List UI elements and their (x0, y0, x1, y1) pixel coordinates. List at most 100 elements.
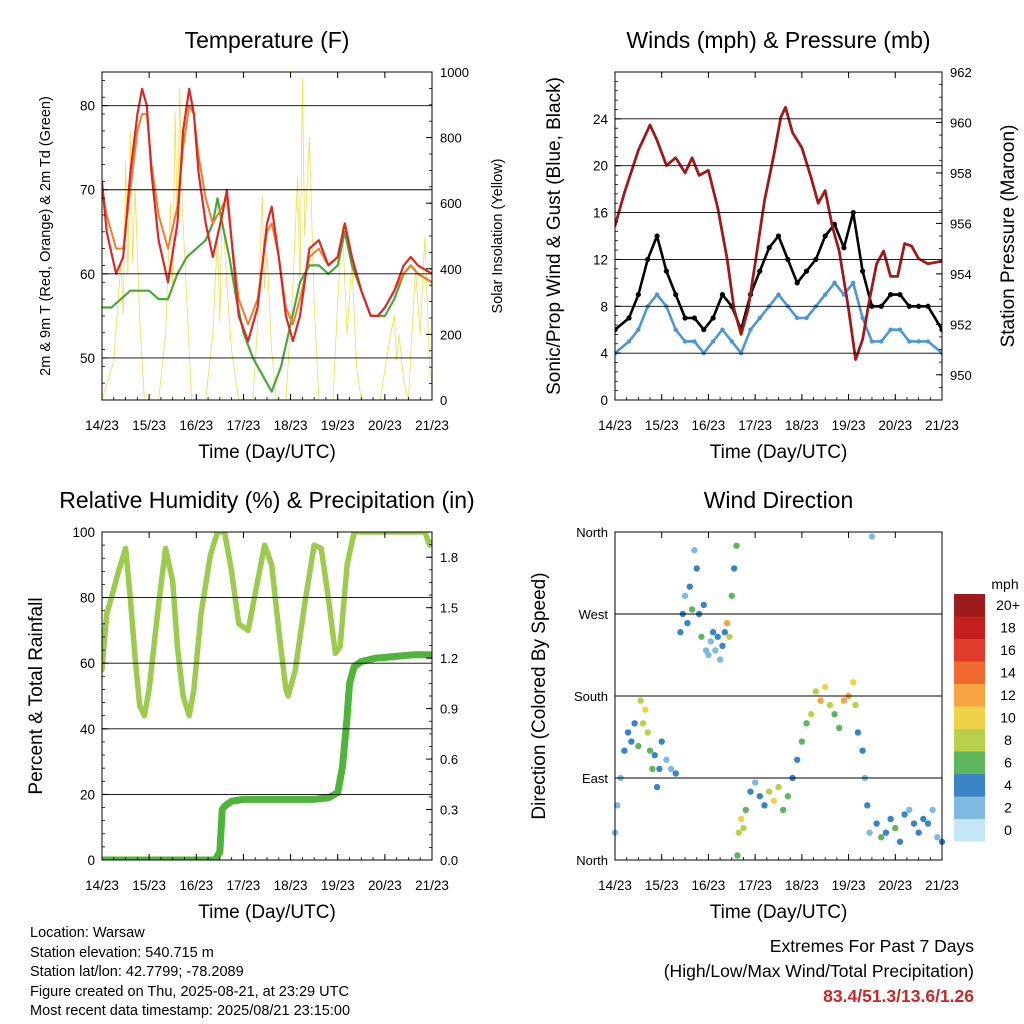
x-tick-label: 21/23 (415, 878, 449, 893)
y2-tick-label: 200 (440, 327, 462, 342)
x-tick-label: 19/23 (321, 878, 355, 893)
direction-point (642, 706, 649, 713)
data-point (897, 291, 903, 298)
data-point (794, 280, 800, 286)
direction-point (868, 533, 876, 540)
direction-point (878, 834, 885, 841)
data-point (757, 268, 763, 274)
y-tick-label: East (582, 771, 608, 786)
x-axis-label: Time (Day/UTC) (198, 902, 336, 923)
direction-point (761, 802, 768, 809)
series-group (102, 78, 432, 400)
direction-point (712, 647, 719, 654)
data-point (841, 245, 847, 251)
direction-point (866, 829, 873, 836)
series-line (102, 532, 432, 719)
data-point (897, 327, 903, 332)
data-point (832, 280, 837, 286)
direction-point (672, 770, 679, 777)
direction-point (803, 720, 810, 727)
x-tick-label: 14/23 (85, 418, 119, 433)
data-point (719, 291, 726, 298)
y-axis-label: 2m & 9m T (Red, Orange) & 2m Td (Green) (38, 96, 54, 376)
data-point (615, 327, 618, 333)
data-point (916, 339, 921, 344)
data-point (701, 327, 707, 333)
x-tick-label: 21/23 (415, 418, 449, 433)
direction-point (850, 679, 857, 686)
x-tick-label: 16/23 (179, 418, 213, 433)
data-point (766, 245, 772, 251)
x-tick-label: 19/23 (321, 418, 355, 433)
direction-point (915, 829, 922, 836)
legend-label: 10 (1000, 710, 1016, 726)
series-line (102, 87, 432, 343)
x-tick-label: 20/23 (368, 418, 402, 433)
data-point (939, 327, 942, 333)
legend-swatch (954, 594, 985, 617)
direction-point (639, 720, 647, 727)
data-point (888, 327, 893, 332)
y-tick-label: 70 (80, 183, 95, 198)
data-point (682, 339, 688, 344)
legend-label: 14 (1000, 665, 1016, 681)
direction-point (726, 633, 733, 640)
direction-point (621, 747, 628, 754)
direction-point (649, 765, 656, 773)
direction-point (929, 806, 936, 814)
data-point (860, 315, 865, 321)
direction-point (714, 633, 721, 640)
y-axis-label: Percent & Total Rainfall (26, 597, 47, 794)
data-point (636, 327, 641, 332)
legend-swatch (954, 819, 985, 842)
direction-point (906, 806, 913, 814)
legend-label: 6 (1004, 755, 1012, 771)
y-axis-label: Sonic/Prop Wind & Gust (Blue, Black) (544, 77, 565, 395)
direction-point (896, 838, 904, 845)
y-tick-label: 80 (80, 591, 95, 606)
legend-title: mph (991, 576, 1018, 592)
y2-tick-label: 954 (950, 267, 972, 282)
direction-point (721, 629, 728, 636)
direction-point (734, 852, 741, 859)
data-point (804, 315, 809, 321)
direction-point (707, 638, 714, 645)
y2-tick-label: 950 (950, 368, 972, 383)
direction-point (651, 752, 658, 759)
direction-point (730, 565, 738, 572)
legend-swatch (954, 774, 985, 797)
x-tick-label: 18/23 (274, 418, 308, 433)
direction-point (693, 565, 700, 572)
wind-direction-chart: Wind Direction North East South West North 14/… (529, 487, 959, 923)
series-line (102, 651, 432, 860)
station-info: Location: Warsaw Station elevation: 540.… (30, 924, 350, 1022)
y2-tick-label: 600 (440, 196, 462, 211)
temperature-chart: Temperature (F)5060708002004006008001000… (38, 27, 506, 463)
data-point (654, 233, 660, 239)
x-tick-label: 17/23 (738, 418, 772, 433)
data-point (673, 291, 679, 298)
y2-tick-label: 1.8 (440, 550, 458, 565)
y2-tick-label: 400 (440, 262, 462, 277)
direction-point (681, 592, 689, 599)
direction-point (688, 606, 696, 613)
direction-point (705, 651, 712, 659)
data-point (907, 339, 912, 344)
direction-point (798, 738, 806, 745)
elevation-text: Station elevation: 540.715 m (30, 944, 214, 961)
data-point (757, 315, 763, 321)
legend-label: 20+ (996, 597, 1020, 613)
y2-axis-label: Station Pressure (Maroon) (998, 125, 1019, 348)
x-tick-label: 15/23 (645, 418, 679, 433)
extremes-subtitle: (High/Low/Max Wind/Total Precipitation) (663, 961, 974, 981)
y-tick-label: 20 (593, 159, 608, 174)
direction-point (742, 806, 749, 814)
direction-point (901, 811, 908, 818)
x-tick-label: 16/23 (179, 878, 213, 893)
y-tick-label: 20 (80, 787, 95, 802)
data-point (654, 292, 660, 297)
series-group (102, 532, 432, 860)
legend-swatch (954, 661, 985, 684)
legend-label: 2 (1004, 800, 1012, 816)
